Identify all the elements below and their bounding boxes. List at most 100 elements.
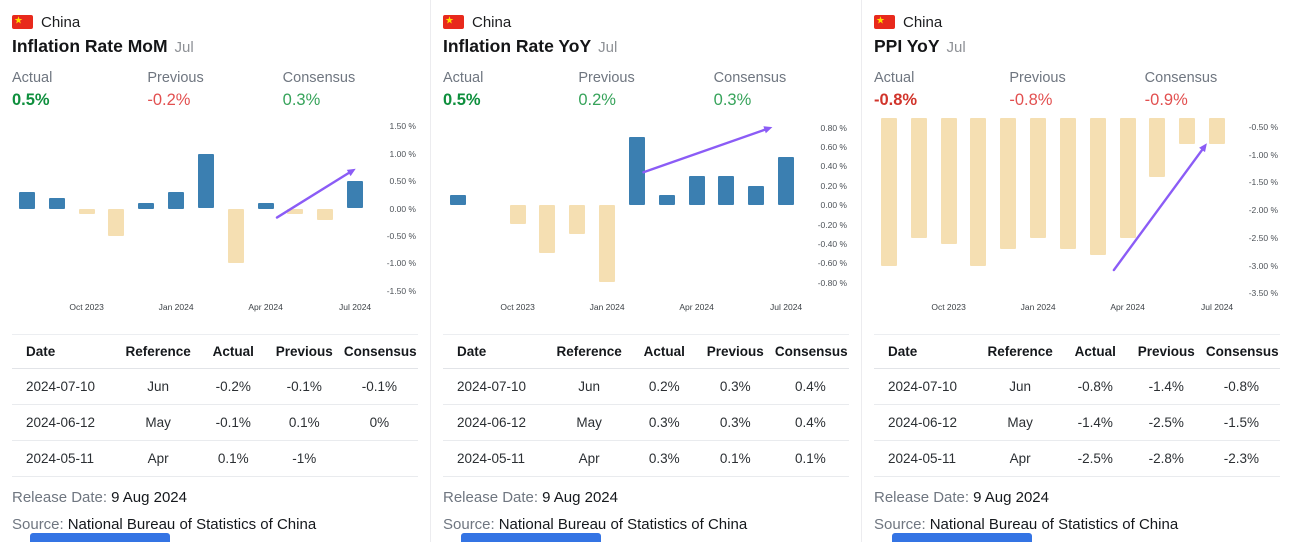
source-row: Source: National Bureau of Statistics of … <box>874 516 1280 535</box>
x-axis-tick-label: Oct 2023 <box>931 302 966 312</box>
table-header-row: Date Reference Actual Previous Consensus <box>12 334 418 369</box>
x-axis-tick-label: Jul 2024 <box>1201 302 1234 312</box>
x-axis-tick-label: Oct 2023 <box>69 302 104 312</box>
table-cell: -1.4% <box>1060 404 1130 441</box>
china-flag-icon: ★ <box>12 15 33 29</box>
table-cell: -0.1% <box>267 368 341 405</box>
previous-value: 0.2% <box>578 91 616 109</box>
bottom-button-cutoff[interactable] <box>461 533 601 542</box>
actual-value: 0.5% <box>443 91 481 109</box>
col-header-date: Date <box>874 334 980 369</box>
col-header-actual: Actual <box>1060 334 1130 369</box>
stat-previous: Previous -0.2% <box>147 70 282 110</box>
chart-bar <box>1179 118 1196 144</box>
bottom-button-cutoff[interactable] <box>892 533 1032 542</box>
chart-bar <box>910 118 927 238</box>
y-axis-tick-label: 0.40 % <box>820 161 847 172</box>
chart-bar <box>257 203 274 209</box>
actual-label: Actual <box>443 70 484 86</box>
source-label: Source: <box>443 515 495 533</box>
table-cell: -1.4% <box>1129 368 1203 405</box>
y-axis-tick-label: -2.50 % <box>1248 232 1278 243</box>
table-cell: 2024-06-12 <box>443 404 549 441</box>
stat-previous: Previous 0.2% <box>578 70 713 110</box>
panel-inflation-rate-yoy: ★ China Inflation Rate YoY Jul Actual 0.… <box>430 0 861 542</box>
table-cell: 2024-05-11 <box>443 440 549 477</box>
title-row: PPI YoY Jul <box>874 36 1280 62</box>
consensus-value: -0.9% <box>1144 91 1188 109</box>
chart-bar <box>748 185 765 206</box>
stat-consensus: Consensus 0.3% <box>714 70 849 110</box>
china-flag-icon: ★ <box>443 15 464 29</box>
chart-bar <box>1000 118 1017 249</box>
col-header-actual: Actual <box>629 334 699 369</box>
previous-label: Previous <box>1009 70 1066 86</box>
source-row: Source: National Bureau of Statistics of … <box>12 516 418 535</box>
table-cell <box>340 440 418 477</box>
chart-bar <box>778 156 795 206</box>
release-date-row: Release Date: 9 Aug 2024 <box>443 489 849 508</box>
chart-bar <box>78 208 95 214</box>
trend-arrow <box>275 168 356 219</box>
period-label: Jul <box>598 39 618 56</box>
y-axis-tick-label: -0.50 % <box>386 230 416 241</box>
consensus-label: Consensus <box>282 70 356 86</box>
chart-bar <box>197 153 214 209</box>
y-axis-tick-label: -0.20 % <box>817 219 847 230</box>
stats-row: Actual 0.5% Previous 0.2% Consensus 0.3% <box>443 70 849 110</box>
source-label: Source: <box>874 515 926 533</box>
chart-bar <box>1089 118 1106 255</box>
chart-bar <box>1149 118 1166 177</box>
x-axis-tick-label: Apr 2024 <box>1110 302 1145 312</box>
table-cell: Apr <box>548 440 630 477</box>
chart-bar <box>940 118 957 244</box>
table-cell: -0.8% <box>1202 368 1280 405</box>
table-cell: 2024-07-10 <box>12 368 118 405</box>
bottom-button-cutoff[interactable] <box>30 533 170 542</box>
y-axis-tick-label: 0.60 % <box>820 142 847 152</box>
table-cell: 0.1% <box>698 440 772 477</box>
stat-previous: Previous -0.8% <box>1009 70 1144 110</box>
col-header-actual: Actual <box>198 334 268 369</box>
table-header-row: Date Reference Actual Previous Consensus <box>443 334 849 369</box>
panel-ppi-yoy: ★ China PPI YoY Jul Actual -0.8% Previou… <box>861 0 1292 542</box>
y-axis-tick-label: 0.20 % <box>820 180 847 191</box>
title-row: Inflation Rate YoY Jul <box>443 36 849 62</box>
y-axis-tick-label: -0.40 % <box>817 238 847 249</box>
history-table: Date Reference Actual Previous Consensus… <box>443 334 849 477</box>
table-cell: -2.8% <box>1129 440 1203 477</box>
chart-bar <box>138 203 155 209</box>
consensus-label: Consensus <box>1144 70 1218 86</box>
release-date-row: Release Date: 9 Aug 2024 <box>874 489 1280 508</box>
chart-bar <box>718 176 735 206</box>
chart-bar <box>880 118 897 266</box>
country-row: ★ China <box>12 10 418 34</box>
table-cell: 0.1% <box>198 440 268 477</box>
chart-bar <box>970 118 987 266</box>
release-date-value: 9 Aug 2024 <box>973 489 1049 506</box>
y-axis-tick-label: -1.00 % <box>386 258 416 269</box>
y-axis-tick-label: -1.50 % <box>386 285 416 296</box>
col-header-consensus: Consensus <box>1202 334 1280 369</box>
previous-value: -0.2% <box>147 91 191 109</box>
period-label: Jul <box>174 39 194 56</box>
table-cell: -0.1% <box>340 368 418 405</box>
table-cell: 2024-07-10 <box>874 368 980 405</box>
chart-bar <box>569 205 586 235</box>
table-cell: Jun <box>548 368 630 405</box>
col-header-date: Date <box>443 334 549 369</box>
title-row: Inflation Rate MoM Jul <box>12 36 418 62</box>
y-axis-tick-label: -0.80 % <box>817 277 847 288</box>
table-cell: 0.3% <box>698 404 772 441</box>
source-label: Source: <box>12 515 64 533</box>
release-date-label: Release Date: <box>12 489 108 506</box>
x-axis-tick-label: Jul 2024 <box>339 302 372 312</box>
table-cell: May <box>117 404 199 441</box>
previous-value: -0.8% <box>1009 91 1053 109</box>
history-table: Date Reference Actual Previous Consensus… <box>12 334 418 477</box>
chart-bar <box>108 208 125 236</box>
chart-bar <box>18 192 35 209</box>
table-cell: -2.3% <box>1202 440 1280 477</box>
chart-bar <box>168 192 185 209</box>
indicator-title: Inflation Rate YoY <box>443 36 592 56</box>
